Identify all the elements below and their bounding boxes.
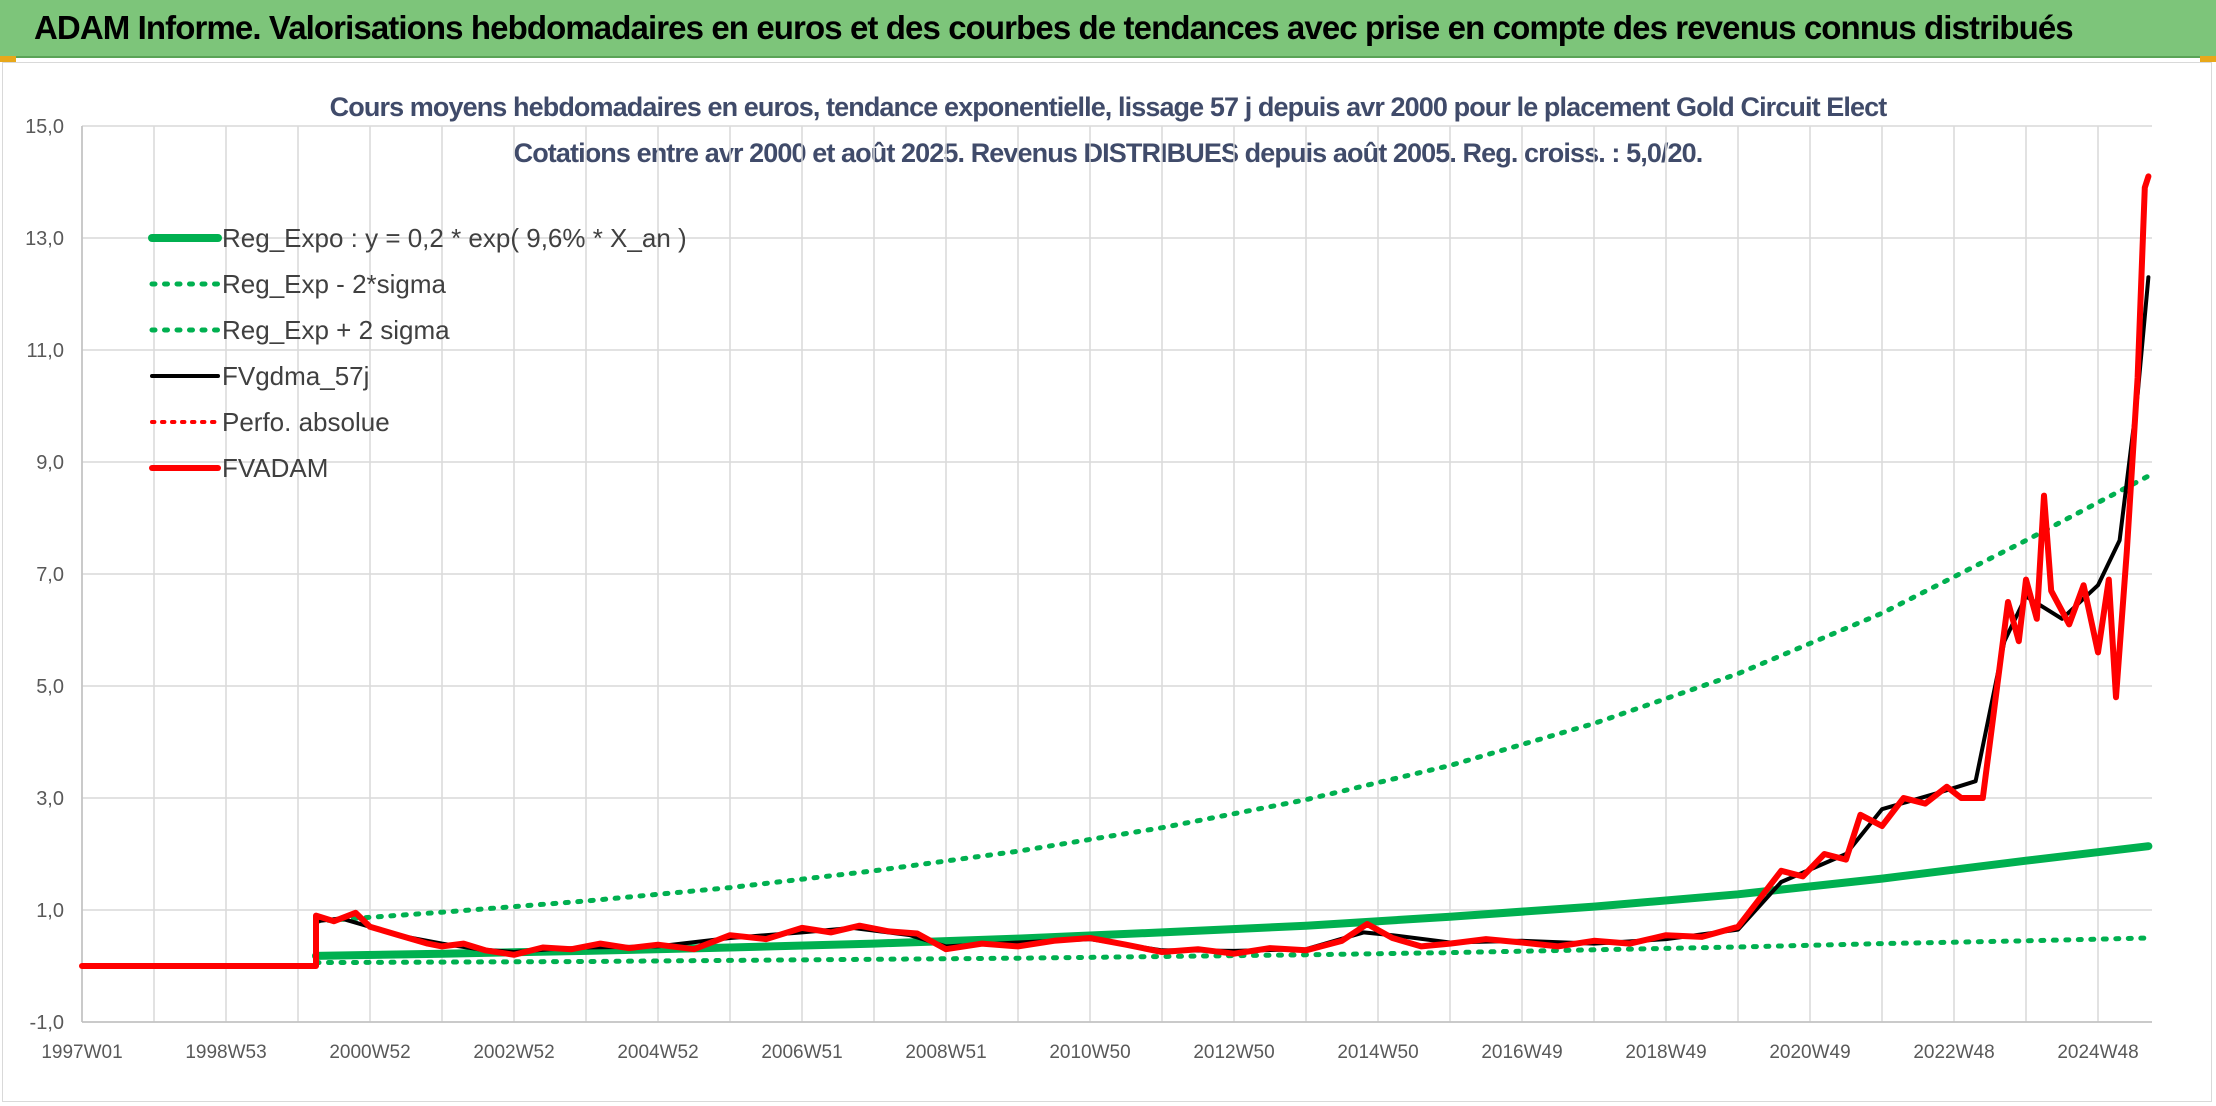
- x-tick-label: 1998W53: [185, 1042, 266, 1063]
- chart-title: Cours moyens hebdomadaires en euros, ten…: [329, 92, 1888, 122]
- x-tick-label: 1997W01: [41, 1042, 122, 1063]
- series-line-0: [312, 842, 2153, 960]
- legend-label: FVgdma_57j: [222, 361, 369, 391]
- corner-accent-right: [2200, 56, 2216, 62]
- axis-layer: -1,0 1,0 3,0 5,0 7,0 9,0 11,0 13,0 15,0 1997W01 19…: [25, 116, 2152, 1063]
- x-tick-label: 2010W50: [1049, 1042, 1130, 1063]
- x-tick-label: 2006W51: [761, 1042, 842, 1063]
- y-tick-label: 13,0: [25, 228, 64, 250]
- x-tick-label: 2004W52: [617, 1042, 698, 1063]
- y-tick-label: 3,0: [36, 788, 64, 810]
- x-tick-label: 2024W48: [2057, 1042, 2138, 1063]
- series-line-2: [313, 473, 2151, 924]
- x-tick-label: 2008W51: [905, 1042, 986, 1063]
- x-tick-label: 2000W52: [329, 1042, 410, 1063]
- x-tick-label: 2016W49: [1481, 1042, 1562, 1063]
- grid-layer: [81, 125, 2152, 1023]
- x-tick-label: 2014W50: [1337, 1042, 1418, 1063]
- x-tick-label: 2012W50: [1193, 1042, 1274, 1063]
- x-tick-label: 2018W49: [1625, 1042, 1706, 1063]
- y-tick-label: 5,0: [36, 676, 64, 698]
- x-tick-label: 2022W48: [1913, 1042, 1994, 1063]
- chart-frame: [2, 62, 2212, 1102]
- series-line-1: [313, 935, 2151, 966]
- legend-label: FVADAM: [222, 453, 328, 483]
- series-line-3: [80, 275, 2151, 968]
- y-tick-label: -1,0: [30, 1012, 64, 1034]
- y-tick-label: 7,0: [36, 564, 64, 586]
- legend: Reg_Expo : y = 0,2 * exp( 9,6% * X_an ) R…: [148, 223, 687, 483]
- x-tick-label: 2020W49: [1769, 1042, 1850, 1063]
- series-layer: [79, 173, 2153, 969]
- page-title: ADAM Informe. Valorisations hebdomadaire…: [34, 9, 2074, 46]
- header-banner: ADAM Informe. Valorisations hebdomadaire…: [0, 0, 2216, 58]
- y-tick-label: 15,0: [25, 116, 64, 138]
- chart-subtitle: Cotations entre avr 2000 et août 2025. R…: [513, 138, 1704, 168]
- legend-label: Perfo. absolue: [222, 407, 390, 437]
- y-tick-label: 11,0: [27, 340, 64, 362]
- corner-accent-left: [0, 56, 16, 62]
- series-line-5: [79, 173, 2152, 969]
- legend-label: Reg_Exp - 2*sigma: [222, 269, 447, 299]
- legend-label: Reg_Expo : y = 0,2 * exp( 9,6% * X_an ): [222, 223, 687, 253]
- legend-label: Reg_Exp + 2 sigma: [222, 315, 450, 345]
- x-tick-label: 2002W52: [473, 1042, 554, 1063]
- y-tick-label: 9,0: [36, 452, 64, 474]
- y-tick-label: 1,0: [36, 900, 64, 922]
